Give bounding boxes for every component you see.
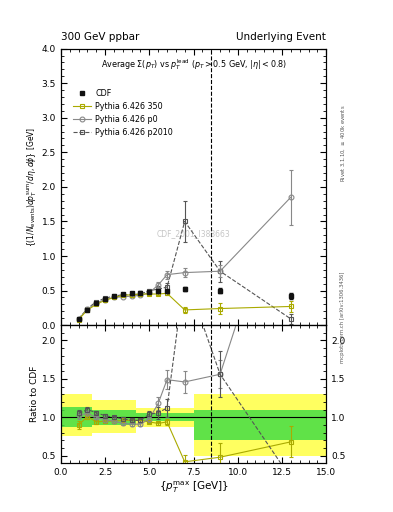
Bar (92, 400, 136, 433)
Text: Underlying Event: Underlying Event (236, 32, 326, 42)
Text: Average $\Sigma(p_T)$ vs $p_T^{\mathrm{lead}}$ ($p_T > 0.5$ GeV, $|\eta| < 0.8$): Average $\Sigma(p_T)$ vs $p_T^{\mathrm{l… (101, 57, 286, 72)
Bar (220, 394, 326, 456)
Y-axis label: $\{(1/N_{\mathrm{events}}) dp_T^{\mathrm{sum}}/d\eta, d\phi\}$ [GeV]: $\{(1/N_{\mathrm{events}}) dp_T^{\mathrm… (26, 127, 39, 247)
X-axis label: $\{p_T^{\mathrm{max}}$ [GeV]$\}$: $\{p_T^{\mathrm{max}}$ [GeV]$\}$ (158, 480, 229, 496)
Text: 300 GeV ppbar: 300 GeV ppbar (61, 32, 139, 42)
Bar (193, 394, 220, 456)
Bar (92, 410, 136, 425)
Bar (136, 408, 193, 427)
Text: CDF_2001_I388663: CDF_2001_I388663 (157, 229, 230, 239)
Bar (193, 410, 220, 440)
Y-axis label: Ratio to CDF: Ratio to CDF (30, 366, 39, 422)
Bar (136, 414, 193, 421)
Bar (220, 410, 326, 440)
Bar (61, 394, 92, 436)
Legend: CDF, Pythia 6.426 350, Pythia 6.426 p0, Pythia 6.426 p2010: CDF, Pythia 6.426 350, Pythia 6.426 p0, … (70, 86, 176, 140)
Text: mcplots.cern.ch [arXiv:1306.3436]: mcplots.cern.ch [arXiv:1306.3436] (340, 272, 345, 363)
Text: Rivet 3.1.10, $\geq$ 400k events: Rivet 3.1.10, $\geq$ 400k events (340, 104, 347, 182)
Bar (61, 408, 92, 427)
